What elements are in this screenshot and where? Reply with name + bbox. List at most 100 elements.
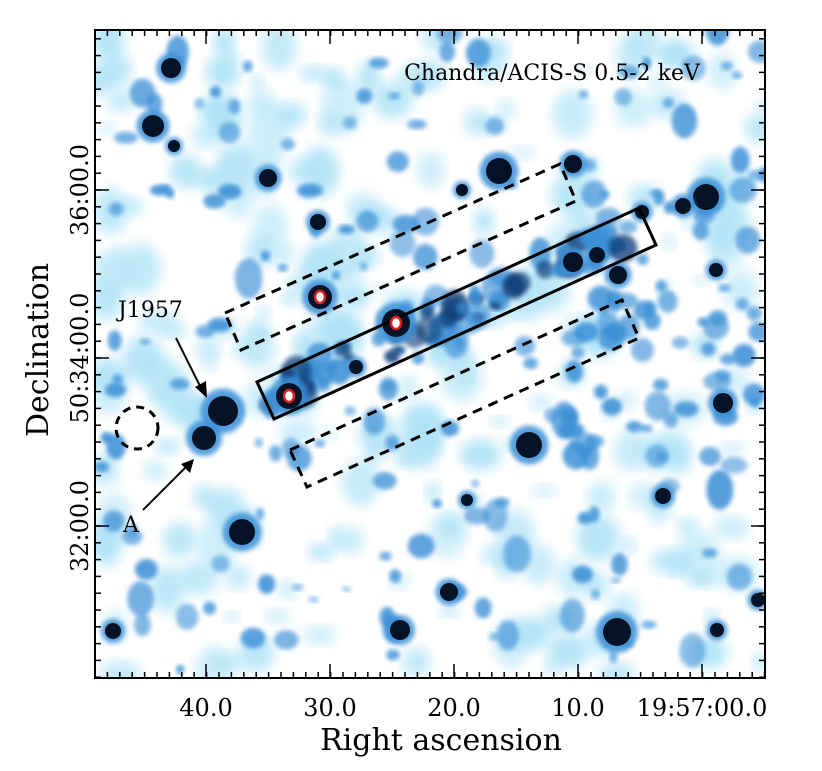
x-axis-title: Right ascension bbox=[320, 723, 562, 758]
emission-clump bbox=[240, 627, 266, 649]
point-source bbox=[563, 252, 583, 272]
emission-patch bbox=[239, 323, 275, 370]
emission-clump bbox=[356, 210, 379, 233]
emission-clump bbox=[644, 391, 671, 421]
emission-clump bbox=[706, 469, 734, 510]
point-source bbox=[589, 247, 605, 263]
emission-clump bbox=[412, 80, 425, 96]
emission-clump bbox=[746, 305, 762, 322]
emission-clump bbox=[699, 446, 721, 467]
emission-patch bbox=[303, 243, 337, 276]
emission-patch bbox=[99, 122, 116, 135]
emission-patch bbox=[281, 293, 303, 306]
emission-patch bbox=[250, 74, 265, 88]
point-source bbox=[192, 426, 216, 450]
emission-patch bbox=[427, 511, 467, 559]
point-source bbox=[208, 396, 238, 426]
emission-clump bbox=[388, 92, 401, 100]
emission-patch bbox=[752, 652, 765, 671]
x-tick-label: 19:57:00.0 bbox=[637, 694, 768, 722]
emission-clump bbox=[269, 445, 282, 462]
emission-patch bbox=[256, 306, 271, 319]
emission-clump bbox=[257, 574, 276, 595]
emission-clump bbox=[705, 30, 730, 46]
emission-patch bbox=[744, 112, 765, 144]
emission-clump bbox=[291, 584, 304, 591]
emission-clump bbox=[681, 55, 706, 81]
excluded-source-marker bbox=[282, 388, 296, 404]
emission-clump bbox=[523, 357, 539, 370]
emission-clump bbox=[342, 116, 357, 130]
emission-patch bbox=[648, 72, 668, 90]
emission-patch bbox=[529, 395, 552, 410]
emission-clump bbox=[107, 330, 122, 352]
emission-clump bbox=[657, 289, 678, 313]
a-arrow-head bbox=[181, 459, 194, 473]
emission-clump bbox=[234, 258, 263, 299]
emission-patch bbox=[713, 515, 751, 540]
emission-patch bbox=[532, 484, 557, 497]
point-source bbox=[603, 618, 631, 646]
emission-clump bbox=[610, 577, 621, 584]
emission-clump bbox=[573, 322, 600, 342]
emission-clump bbox=[611, 553, 628, 576]
j1957-arrow-line bbox=[175, 337, 203, 391]
emission-clump bbox=[748, 169, 762, 181]
emission-patch bbox=[100, 661, 141, 678]
point-source bbox=[609, 266, 627, 284]
emission-clump bbox=[146, 92, 163, 116]
emission-clump bbox=[314, 439, 326, 448]
emission-clump bbox=[407, 533, 435, 559]
emission-clump bbox=[720, 457, 748, 474]
emission-patch bbox=[122, 336, 164, 384]
emission-clump bbox=[626, 420, 643, 433]
emission-clump bbox=[662, 97, 674, 108]
emission-clump bbox=[342, 586, 351, 592]
emission-clump bbox=[169, 378, 190, 390]
emission-patch bbox=[201, 355, 217, 371]
emission-clump bbox=[655, 280, 668, 293]
excluded-source-marker bbox=[313, 289, 327, 305]
emission-patch bbox=[330, 526, 364, 554]
emission-clump bbox=[389, 569, 401, 584]
emission-clump bbox=[594, 384, 608, 400]
point-source bbox=[693, 184, 719, 210]
emission-patch bbox=[176, 562, 219, 596]
emission-clump bbox=[356, 88, 373, 104]
emission-clump bbox=[671, 103, 698, 139]
emission-patch bbox=[170, 391, 211, 428]
strip-emission bbox=[608, 234, 638, 263]
emission-clump bbox=[243, 60, 253, 73]
image-title: Chandra/ACIS-S 0.5-2 keV bbox=[404, 61, 701, 86]
emission-clump bbox=[308, 596, 319, 603]
emission-clump bbox=[565, 359, 584, 383]
emission-clump bbox=[337, 224, 355, 234]
point-source bbox=[675, 198, 691, 214]
emission-clump bbox=[331, 271, 341, 280]
emission-patch bbox=[107, 89, 135, 113]
emission-clump bbox=[359, 262, 368, 271]
emission-patch bbox=[287, 158, 315, 184]
emission-clump bbox=[411, 207, 440, 236]
emission-patch bbox=[722, 270, 758, 309]
emission-clump bbox=[165, 188, 175, 199]
emission-clump bbox=[591, 589, 600, 600]
emission-patch bbox=[195, 336, 221, 361]
emission-patch bbox=[277, 102, 306, 128]
emission-clump bbox=[344, 406, 357, 416]
emission-clump bbox=[254, 437, 264, 448]
emission-patch bbox=[213, 30, 236, 58]
emission-clump bbox=[483, 499, 508, 532]
emission-patch bbox=[755, 100, 765, 110]
emission-patch bbox=[162, 522, 197, 558]
strip-emission bbox=[488, 301, 501, 310]
strip-emission bbox=[313, 361, 335, 386]
emission-patch bbox=[552, 89, 593, 139]
emission-clump bbox=[228, 98, 241, 114]
emission-patch bbox=[662, 233, 676, 250]
j1957-arrow-head bbox=[195, 381, 207, 398]
emission-clump bbox=[618, 65, 640, 79]
a-arrow-line bbox=[142, 465, 188, 511]
emission-clump bbox=[210, 86, 222, 98]
